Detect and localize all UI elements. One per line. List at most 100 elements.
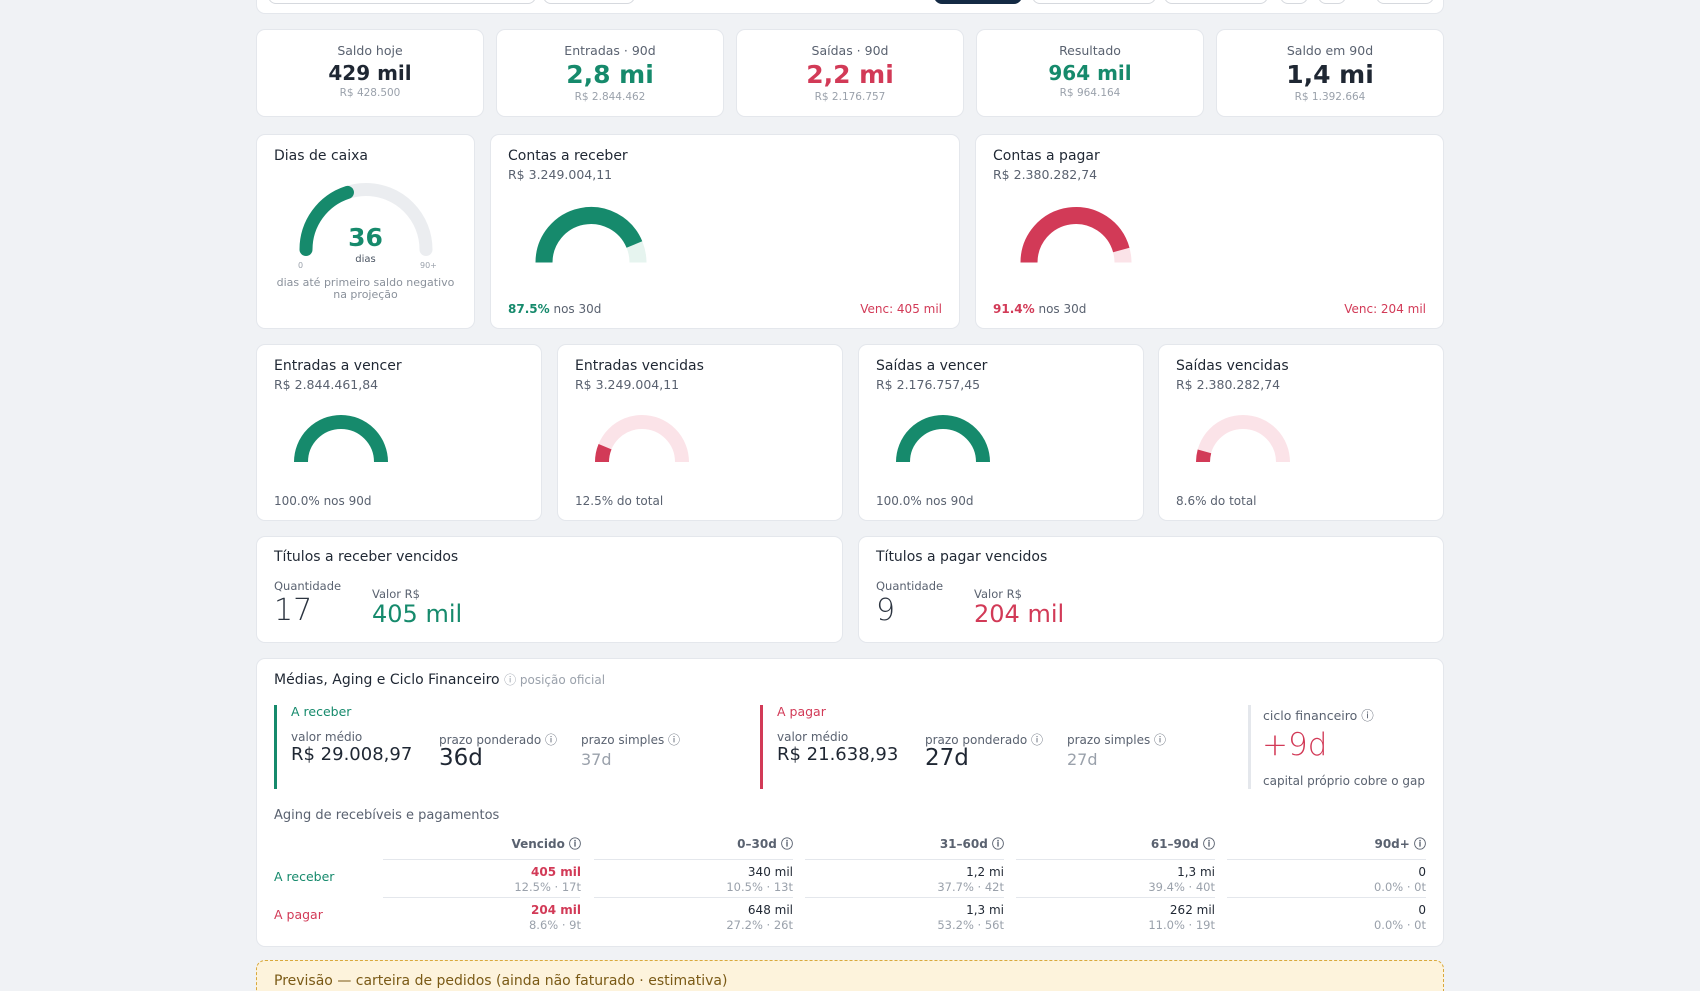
info-note[interactable]: ⓘ posição oficial [504,673,606,687]
cell-value: 340 mil [747,865,793,879]
dias-caixa-value: 36 [348,223,383,252]
row-divider [383,897,580,898]
percent-suffix: nos 30d [1038,302,1087,316]
aging-row-label-receber: A receber [274,869,335,884]
forecast-label: Previsão — carteira de pedidos (ainda nã… [274,973,728,989]
card-footer: 87.5% nos 30d [508,302,601,316]
pond-value: 27d [925,745,969,771]
row-divider [805,859,1004,860]
ciclo-label[interactable]: ciclo financeiro ⓘ [1263,708,1374,723]
card-amount: R$ 2.844.461,84 [274,377,379,392]
card-title: Dias de caixa [274,148,368,164]
receber-header: A receber [291,704,352,719]
cell-sub: 11.0% · 19t [1148,918,1215,932]
cell-value: 204 mil [531,903,581,917]
value-amount: 204 mil [974,600,1065,628]
simp-value: 37d [581,750,612,769]
pond-label[interactable]: prazo ponderado ⓘ [925,733,1043,747]
aging-col-61-90[interactable]: 61–90d ⓘ [1150,837,1215,851]
simp-label[interactable]: prazo simples ⓘ [1067,733,1167,747]
card-title: Entradas a vencer [274,358,402,374]
aging-cell: 1,3 mi 53.2% · 56t [864,903,1004,933]
qty-value: 17 [274,593,313,628]
dias-gauge-fill [299,185,354,256]
kpi-sub: R$ 2.844.462 [574,91,646,103]
secondary-tab[interactable] [1032,0,1156,4]
cell-value: 1,3 mi [966,903,1004,917]
aging-col-0-30[interactable]: 0–30d ⓘ [737,837,793,851]
kpi-label: Saídas · 90d [811,43,889,58]
kpi-value: 2,2 mi [806,60,894,89]
pagar-gauge-fill [1020,207,1130,263]
kpi-value: 2,8 mi [566,60,654,89]
aging-col-31-60[interactable]: 31–60d ⓘ [939,837,1004,851]
small-gauge-1-track [595,415,689,463]
cell-sub: 10.5% · 13t [726,880,793,894]
pond-value: 36d [439,745,483,771]
aging-cell: 204 mil 8.6% · 9t [441,903,581,933]
row-divider [1227,897,1426,898]
card-title: Saídas a vencer [876,358,988,374]
section-title: Médias, Aging e Ciclo Financeiro ⓘ posiç… [274,671,605,688]
saidas-a-vencer-gauge [896,415,990,463]
contas-receber-gauge [535,207,647,263]
simp-value: 27d [1067,750,1098,769]
small-gauge-3-fill [1195,449,1212,463]
card-footer: 100.0% nos 90d [876,494,974,508]
small-gauge-1-fill [594,444,612,463]
entradas-a-vencer-card: Entradas a vencer R$ 2.844.461,84 100.0%… [256,344,542,521]
cell-value: 0 [1418,865,1426,879]
card-footer: 8.6% do total [1176,494,1257,508]
medias-aging-card: Médias, Aging e Ciclo Financeiro ⓘ posiç… [256,658,1444,947]
card-amount: R$ 2.380.282,74 [1176,377,1281,392]
tertiary-tab[interactable] [1164,0,1268,4]
entradas-a-vencer-gauge [294,415,388,463]
pond-label[interactable]: prazo ponderado ⓘ [439,733,557,747]
kpi-label: Saldo hoje [337,43,403,58]
entradas-vencidas-gauge [594,415,689,463]
avg-value: R$ 21.638,93 [777,744,899,765]
titulos-receber-card: Títulos a receber vencidos Quantidade 17… [256,536,843,643]
card-footer: 12.5% do total [575,494,664,508]
pagar-accent-bar [760,705,763,789]
qty-value: 9 [876,593,896,628]
cell-sub: 0.0% · 0t [1373,918,1426,932]
card-title: Títulos a pagar vencidos [876,549,1048,565]
cell-value: 648 mil [747,903,793,917]
qty-label: Quantidade [274,579,342,593]
kpi-sub: R$ 964.164 [1059,87,1121,99]
section-title-text: Médias, Aging e Ciclo Financeiro [274,672,500,688]
kpi-sub: R$ 428.500 [339,87,401,99]
kpi-label: Saldo em 90d [1286,43,1374,58]
receber-accent-bar [274,705,277,789]
ciclo-value: +9d [1262,727,1328,763]
filter-select[interactable] [543,0,635,4]
aging-cell: 0 0.0% · 0t [1286,865,1426,895]
forecast-banner[interactable]: Previsão — carteira de pedidos (ainda nã… [256,960,1444,991]
ciclo-caption: capital próprio cobre o gap [1263,774,1425,788]
cell-sub: 0.0% · 0t [1373,880,1426,894]
small-gauge-2-fill [896,415,990,463]
row-divider [594,859,793,860]
value-amount: 405 mil [372,600,463,628]
aging-cell: 262 mil 11.0% · 19t [1075,903,1215,933]
kpi-entradas: Entradas · 90d 2,8 mi R$ 2.844.462 [496,29,724,117]
card-footer: 100.0% nos 90d [274,494,372,508]
period-select[interactable] [268,0,536,4]
card-title: Saídas vencidas [1176,358,1289,374]
primary-tab[interactable] [934,0,1022,4]
small-gauge-3-track [1196,415,1290,463]
row-divider [594,897,793,898]
aging-row-label-pagar: A pagar [274,907,323,922]
row-divider [383,859,580,860]
row-divider [1016,859,1215,860]
kpi-value: 429 mil [328,61,412,85]
titulos-pagar-card: Títulos a pagar vencidos Quantidade 9 Va… [858,536,1444,643]
saidas-a-vencer-card: Saídas a vencer R$ 2.176.757,45 100.0% n… [858,344,1144,521]
aging-col-90-plus[interactable]: 90d+ ⓘ [1374,837,1426,851]
simp-label[interactable]: prazo simples ⓘ [581,733,681,747]
dias-caixa-caption-2: na projeção [333,288,398,301]
aging-col-vencido[interactable]: Vencido ⓘ [511,837,581,851]
export-button[interactable] [1376,0,1434,4]
percent-value: 91.4% [993,302,1035,316]
